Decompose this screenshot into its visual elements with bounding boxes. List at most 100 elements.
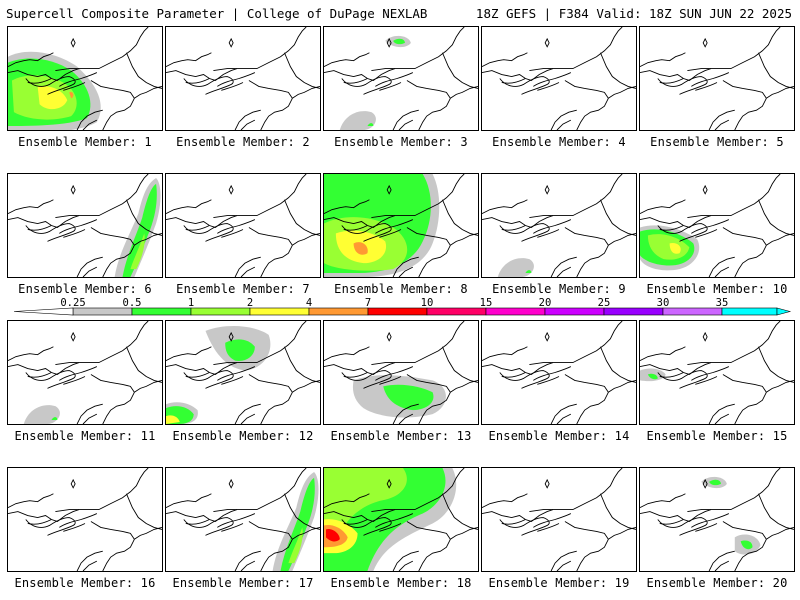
scp-contours (352, 375, 446, 418)
ensemble-map (324, 174, 478, 277)
ensemble-map-panel (165, 173, 321, 278)
ensemble-map-panel (639, 467, 795, 572)
scp-contours (640, 368, 666, 382)
base-map-outlines (8, 174, 162, 277)
ensemble-map-panel (481, 467, 637, 572)
colorbar-swatch (426, 307, 487, 316)
base-map-outlines (166, 321, 320, 424)
base-map-outlines (166, 27, 320, 130)
colorbar-tick-label: 2 (246, 297, 254, 309)
ensemble-member-label: Ensemble Member: 14 (488, 429, 630, 443)
scp-contours (324, 174, 440, 277)
ensemble-member-label: Ensemble Member: 12 (172, 429, 314, 443)
ensemble-map-panel (323, 26, 479, 131)
map-title: Supercell Composite Parameter | College … (6, 6, 428, 21)
ensemble-member-label: Ensemble Member: 7 (176, 282, 310, 296)
scp-contours (166, 326, 271, 424)
colorbar-high-end (776, 307, 792, 316)
ensemble-map-panel (165, 26, 321, 131)
colorbar-swatch (131, 307, 192, 316)
ensemble-member-label: Ensemble Member: 11 (14, 429, 156, 443)
ensemble-map-panel (7, 173, 163, 278)
ensemble-map (8, 468, 162, 571)
colorbar-tick-label: 20 (538, 297, 552, 309)
ensemble-map (482, 27, 636, 130)
base-map-outlines (8, 468, 162, 571)
ensemble-map (8, 321, 162, 424)
colorbar-tick-label: 25 (597, 297, 611, 309)
colorbar-swatch (190, 307, 251, 316)
ensemble-member-label: Ensemble Member: 20 (646, 576, 788, 590)
base-map-outlines (324, 27, 478, 130)
base-map-outlines (324, 321, 478, 424)
scp-contours (497, 258, 534, 277)
colorbar-tick-label: 10 (420, 297, 434, 309)
ensemble-member-label: Ensemble Member: 3 (334, 135, 468, 149)
ensemble-map-panel (639, 173, 795, 278)
ensemble-map-panel (481, 173, 637, 278)
ensemble-map (8, 27, 162, 130)
base-map-outlines (324, 174, 478, 277)
ensemble-member-label: Ensemble Member: 19 (488, 576, 630, 590)
colorbar-swatch (367, 307, 428, 316)
colorbar-swatch (662, 307, 723, 316)
ensemble-map-panel (165, 467, 321, 572)
base-map-outlines (640, 174, 794, 277)
ensemble-map (482, 468, 636, 571)
ensemble-map (166, 321, 320, 424)
base-map-outlines (482, 321, 636, 424)
ensemble-map-panel (323, 320, 479, 425)
ensemble-map (640, 321, 794, 424)
colorbar-swatch (485, 307, 546, 316)
scp-contours (701, 476, 761, 555)
colorbar (13, 307, 792, 316)
ensemble-map (482, 174, 636, 277)
ensemble-map (640, 174, 794, 277)
colorbar-tick-label: 35 (715, 297, 729, 309)
ensemble-map-panel (481, 320, 637, 425)
ensemble-map (166, 468, 320, 571)
ensemble-member-label: Ensemble Member: 10 (646, 282, 788, 296)
scp-contours (640, 225, 700, 271)
base-map-outlines (8, 27, 162, 130)
header: Supercell Composite Parameter | College … (0, 0, 800, 24)
ensemble-map-panel (481, 26, 637, 131)
colorbar-swatch (544, 307, 605, 316)
ensemble-map (324, 468, 478, 571)
ensemble-map (640, 27, 794, 130)
colorbar-swatch (308, 307, 369, 316)
scp-contours (114, 177, 161, 277)
ensemble-member-label: Ensemble Member: 6 (18, 282, 152, 296)
colorbar-swatch (249, 307, 310, 316)
ensemble-member-label: Ensemble Member: 13 (330, 429, 472, 443)
base-map-outlines (166, 468, 320, 571)
ensemble-map (482, 321, 636, 424)
base-map-outlines (166, 174, 320, 277)
ensemble-map-panel (639, 26, 795, 131)
ensemble-map-panel (323, 467, 479, 572)
scp-contours (324, 468, 457, 571)
colorbar-tick-label: 4 (305, 297, 313, 309)
ensemble-map (166, 174, 320, 277)
ensemble-map-panel (7, 26, 163, 131)
colorbar-swatch (721, 307, 778, 316)
base-map-outlines (482, 27, 636, 130)
ensemble-member-label: Ensemble Member: 18 (330, 576, 472, 590)
ensemble-member-label: Ensemble Member: 16 (14, 576, 156, 590)
colorbar-tick-label: 7 (364, 297, 372, 309)
scp-contours (339, 35, 411, 130)
colorbar-swatch (603, 307, 664, 316)
ensemble-member-label: Ensemble Member: 1 (18, 135, 152, 149)
ensemble-map-panel (165, 320, 321, 425)
ensemble-member-label: Ensemble Member: 8 (334, 282, 468, 296)
ensemble-member-label: Ensemble Member: 5 (650, 135, 784, 149)
base-map-outlines (482, 468, 636, 571)
ensemble-map-panel (7, 320, 163, 425)
ensemble-map (324, 321, 478, 424)
ensemble-member-label: Ensemble Member: 2 (176, 135, 310, 149)
colorbar-tick-label: 0.5 (122, 297, 142, 309)
scp-contours (23, 405, 60, 424)
colorbar-tick-label: 1 (187, 297, 195, 309)
base-map-outlines (8, 321, 162, 424)
base-map-outlines (640, 27, 794, 130)
